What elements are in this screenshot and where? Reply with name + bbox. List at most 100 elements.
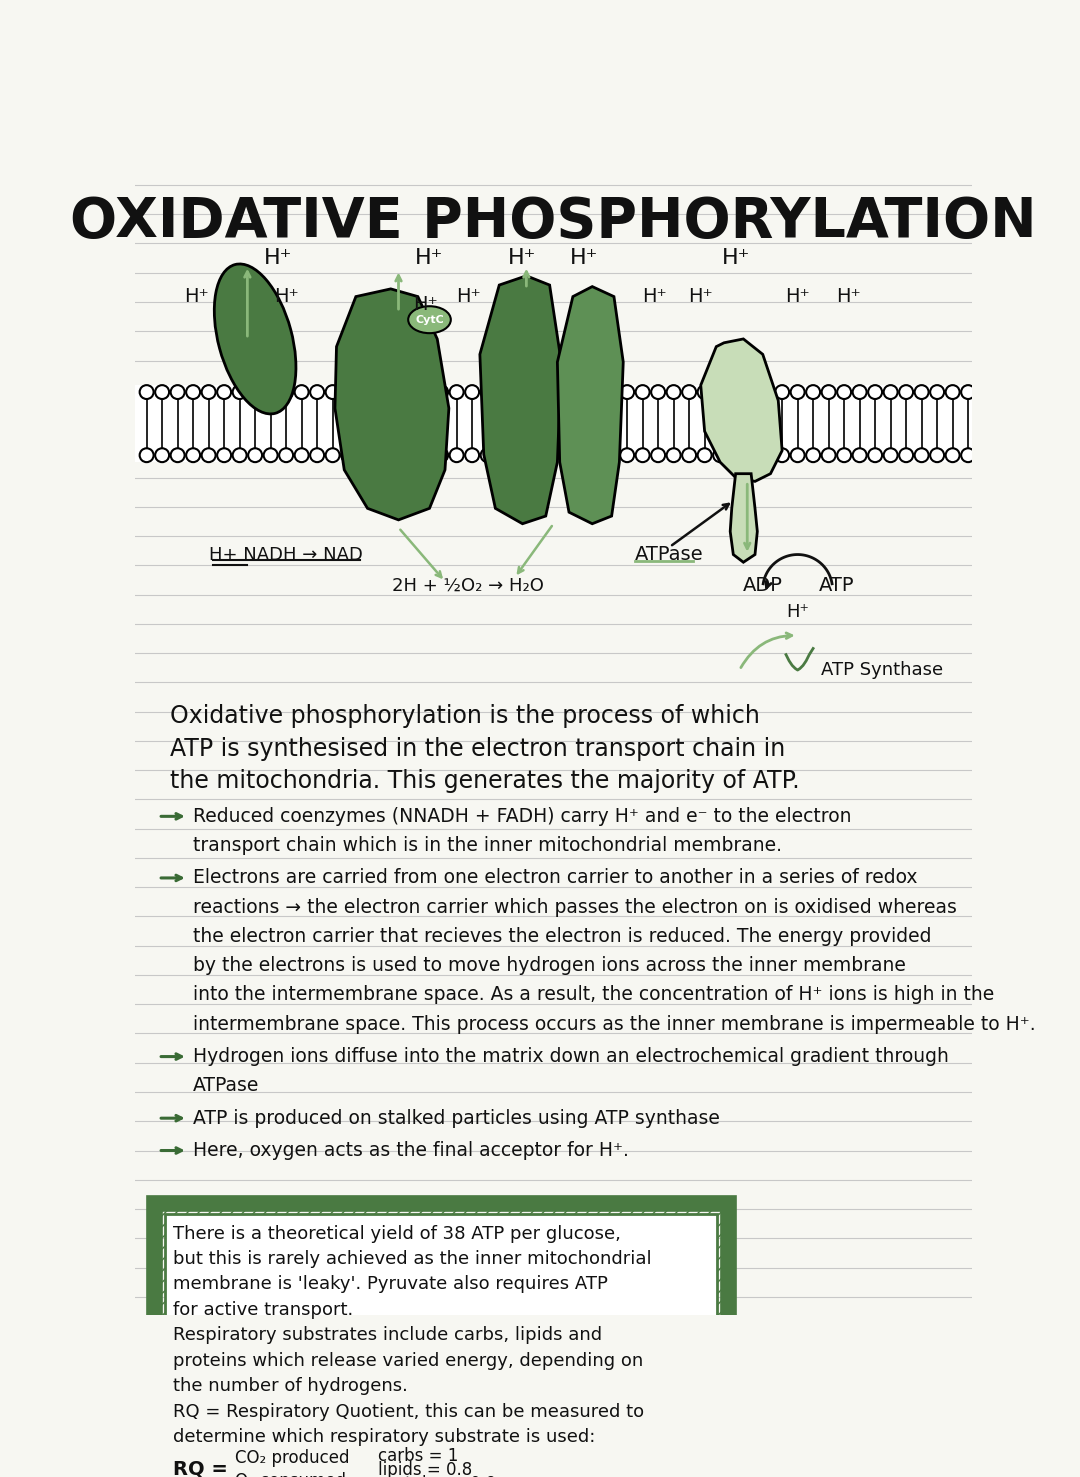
Text: reactions → the electron carrier which passes the electron on is oxidised wherea: reactions → the electron carrier which p… — [193, 898, 957, 917]
Circle shape — [449, 449, 463, 462]
Text: Here, oxygen acts as the final acceptor for H⁺.: Here, oxygen acts as the final acceptor … — [193, 1142, 629, 1159]
Text: Hydrogen ions diffuse into the matrix down an electrochemical gradient through: Hydrogen ions diffuse into the matrix do… — [193, 1047, 949, 1066]
Circle shape — [264, 385, 278, 399]
Text: H+ NADH → NAD: H+ NADH → NAD — [210, 545, 363, 564]
Circle shape — [279, 449, 293, 462]
Circle shape — [713, 449, 727, 462]
Text: RQ = Respiratory Quotient, this can be measured to: RQ = Respiratory Quotient, this can be m… — [173, 1403, 644, 1421]
Text: ATP Synthase: ATP Synthase — [821, 662, 943, 679]
Text: H⁺: H⁺ — [273, 287, 298, 306]
Circle shape — [961, 449, 975, 462]
Text: H⁺: H⁺ — [642, 287, 666, 306]
Circle shape — [403, 385, 417, 399]
Text: Reduced coenzymes (NNADH + FADH) carry H⁺ and e⁻ to the electron: Reduced coenzymes (NNADH + FADH) carry H… — [193, 806, 852, 826]
Text: H⁺: H⁺ — [688, 287, 713, 306]
Circle shape — [356, 385, 370, 399]
Circle shape — [512, 385, 526, 399]
Circle shape — [837, 449, 851, 462]
Circle shape — [373, 449, 387, 462]
Circle shape — [388, 449, 402, 462]
Circle shape — [946, 449, 960, 462]
Text: ATPase: ATPase — [193, 1077, 259, 1096]
Text: into the intermembrane space. As a result, the concentration of H⁺ ions is high : into the intermembrane space. As a resul… — [193, 985, 995, 1004]
Polygon shape — [557, 287, 623, 524]
Circle shape — [590, 449, 603, 462]
Ellipse shape — [214, 264, 296, 414]
Circle shape — [651, 449, 665, 462]
Circle shape — [744, 449, 758, 462]
Circle shape — [837, 385, 851, 399]
Circle shape — [791, 385, 805, 399]
Circle shape — [573, 385, 588, 399]
Polygon shape — [480, 276, 562, 524]
Circle shape — [666, 449, 680, 462]
Polygon shape — [730, 474, 757, 563]
Text: OXIDATIVE PHOSPHORYLATION: OXIDATIVE PHOSPHORYLATION — [70, 195, 1037, 250]
Circle shape — [729, 449, 743, 462]
Circle shape — [403, 449, 417, 462]
Circle shape — [419, 449, 433, 462]
Circle shape — [186, 385, 200, 399]
Text: ATPase: ATPase — [635, 545, 703, 564]
Text: by the electrons is used to move hydrogen ions across the inner membrane: by the electrons is used to move hydroge… — [193, 956, 906, 975]
Circle shape — [915, 449, 929, 462]
Text: proteins which release varied energy, depending on: proteins which release varied energy, de… — [173, 1351, 644, 1369]
Circle shape — [915, 385, 929, 399]
Circle shape — [883, 449, 897, 462]
Circle shape — [636, 385, 649, 399]
Text: 2H + ½O₂ → H₂O: 2H + ½O₂ → H₂O — [392, 576, 544, 594]
Polygon shape — [335, 289, 449, 520]
Text: H⁺: H⁺ — [416, 248, 444, 269]
Circle shape — [558, 449, 572, 462]
Circle shape — [496, 449, 510, 462]
Circle shape — [341, 449, 355, 462]
Circle shape — [946, 385, 960, 399]
Circle shape — [310, 449, 324, 462]
Circle shape — [481, 449, 495, 462]
Text: H⁺: H⁺ — [414, 295, 438, 313]
Circle shape — [713, 385, 727, 399]
Circle shape — [961, 385, 975, 399]
Polygon shape — [701, 338, 782, 482]
Circle shape — [232, 385, 246, 399]
Text: ATP is synthesised in the electron transport chain in: ATP is synthesised in the electron trans… — [170, 737, 785, 761]
Text: ATP is produced on stalked particles using ATP synthase: ATP is produced on stalked particles usi… — [193, 1109, 720, 1127]
Text: CytC: CytC — [415, 315, 444, 325]
Circle shape — [326, 385, 339, 399]
Circle shape — [900, 385, 913, 399]
Circle shape — [171, 385, 185, 399]
Text: determine which respiratory substrate is used:: determine which respiratory substrate is… — [173, 1428, 595, 1446]
Text: carbs = 1: carbs = 1 — [378, 1447, 459, 1465]
Circle shape — [683, 449, 697, 462]
Circle shape — [419, 385, 433, 399]
Circle shape — [310, 385, 324, 399]
Circle shape — [605, 385, 619, 399]
Text: the mitochondria. This generates the majority of ATP.: the mitochondria. This generates the maj… — [170, 770, 799, 793]
Text: H⁺: H⁺ — [721, 248, 750, 269]
Circle shape — [683, 385, 697, 399]
Circle shape — [542, 385, 556, 399]
Circle shape — [295, 449, 309, 462]
FancyBboxPatch shape — [165, 1214, 717, 1446]
Text: H⁺: H⁺ — [509, 248, 537, 269]
Text: H⁺: H⁺ — [185, 287, 210, 306]
Circle shape — [156, 385, 170, 399]
Circle shape — [806, 449, 820, 462]
Circle shape — [186, 449, 200, 462]
Circle shape — [202, 449, 216, 462]
Circle shape — [527, 449, 541, 462]
Circle shape — [202, 385, 216, 399]
Circle shape — [636, 449, 649, 462]
Text: Respiratory substrates include carbs, lipids and: Respiratory substrates include carbs, li… — [173, 1326, 603, 1344]
Circle shape — [139, 449, 153, 462]
Circle shape — [512, 449, 526, 462]
Circle shape — [573, 449, 588, 462]
Text: ATP: ATP — [819, 576, 854, 595]
Circle shape — [744, 385, 758, 399]
Text: intermembrane space. This process occurs as the inner membrane is impermeable to: intermembrane space. This process occurs… — [193, 1015, 1036, 1034]
Text: membrane is 'leaky'. Pyruvate also requires ATP: membrane is 'leaky'. Pyruvate also requi… — [173, 1276, 608, 1294]
Circle shape — [930, 385, 944, 399]
Text: proteins = 0.9: proteins = 0.9 — [378, 1476, 497, 1477]
Text: H⁺: H⁺ — [836, 287, 861, 306]
Circle shape — [295, 385, 309, 399]
